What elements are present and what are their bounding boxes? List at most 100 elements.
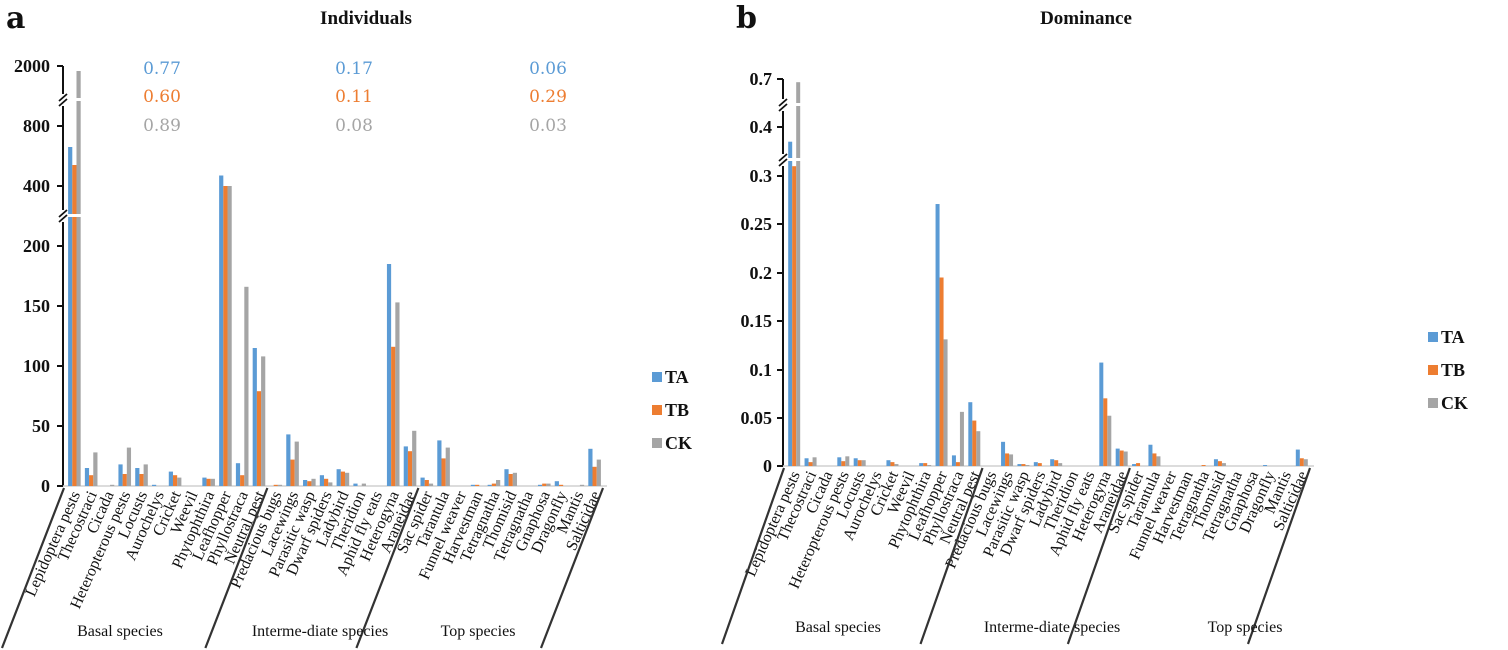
annotation-tb: 0.11 <box>335 87 373 107</box>
group-divider <box>1246 467 1312 645</box>
axis-break-mark <box>778 98 788 107</box>
bar-ck <box>1303 459 1308 466</box>
legend-swatch-ta <box>652 372 662 382</box>
bar-ck <box>445 447 450 486</box>
annotation-tb: 0.29 <box>529 87 567 107</box>
bar-ta <box>1115 448 1120 466</box>
bar-ck <box>76 71 81 486</box>
legend-swatch-tb <box>652 405 662 415</box>
bar-ck <box>927 465 932 466</box>
bar-ta <box>403 446 408 486</box>
axis-break-mark <box>778 158 788 167</box>
group-label: Basal species <box>795 619 881 636</box>
bar-ta <box>1033 462 1038 466</box>
bar-ck <box>177 477 182 486</box>
bar-ck <box>1009 454 1014 466</box>
axis-break-mask <box>60 210 66 222</box>
bar-tb <box>1299 458 1304 466</box>
bar-tb <box>1037 463 1042 466</box>
bar-ta <box>353 483 358 486</box>
bar-ck <box>796 82 801 466</box>
annotation-ck: 0.08 <box>335 116 373 136</box>
annotation-ck: 0.03 <box>529 116 567 136</box>
bar-ta <box>1263 465 1268 466</box>
bar-tb <box>808 462 813 466</box>
axis-break-mask <box>780 99 786 111</box>
bar-ta <box>554 481 559 486</box>
axis-break-gap <box>784 158 824 161</box>
bar-ta <box>319 475 325 486</box>
bar-tb <box>273 484 278 486</box>
bar-ta <box>1001 441 1006 466</box>
bar-ck <box>344 472 350 486</box>
y-tick-label: 100 <box>23 356 50 376</box>
legend-swatch-ta <box>1428 332 1438 342</box>
bar-tb <box>424 480 429 486</box>
bar-ta <box>853 458 858 466</box>
bar-tb <box>890 462 895 466</box>
y-tick-label: 0.15 <box>741 311 773 331</box>
bar-ck <box>261 356 266 486</box>
bar-ta <box>935 204 940 466</box>
bar-tb <box>223 186 228 486</box>
bar-ck <box>845 456 850 466</box>
axis-break-mark <box>58 209 68 218</box>
bar-tb <box>558 484 564 486</box>
bar-ta <box>804 458 809 466</box>
group-divider <box>1066 467 1131 645</box>
group-divider <box>204 487 269 649</box>
bar-tb <box>592 466 597 486</box>
bar-ck <box>546 483 551 486</box>
axis-break-gap <box>64 214 104 217</box>
annotation-ta: 0.06 <box>529 59 567 79</box>
annotation-ta: 0.77 <box>143 59 181 79</box>
group-divider <box>919 467 984 645</box>
axis-break-mask <box>780 154 786 166</box>
bar-tb <box>542 483 547 486</box>
bar-ta <box>118 464 123 486</box>
bar-ta <box>1050 459 1055 466</box>
bar-ck <box>894 464 899 466</box>
bar-tb <box>1054 460 1059 466</box>
bar-tb <box>122 474 127 486</box>
bar-ck <box>812 457 817 466</box>
bar-ta <box>1017 464 1022 466</box>
y-tick-label: 200 <box>23 236 50 256</box>
annotation-ta: 0.17 <box>335 59 373 79</box>
bar-ck <box>496 480 501 486</box>
bar-ck <box>110 484 115 486</box>
bar-ta <box>386 264 392 486</box>
legend-label-ck: CK <box>1441 393 1468 413</box>
legend-label-ta: TA <box>1441 327 1465 347</box>
bar-ck <box>579 484 585 486</box>
group-divider <box>0 487 66 649</box>
bar-ck <box>395 302 400 486</box>
bar-ck <box>277 484 283 486</box>
bar-tb <box>1005 453 1010 466</box>
group-divider <box>720 467 786 645</box>
bar-ck <box>1025 465 1030 466</box>
y-tick-label: 50 <box>32 416 50 436</box>
bar-ta <box>837 457 842 466</box>
bar-tb <box>89 475 94 486</box>
axis-break-mark <box>58 214 68 223</box>
chart-b: 00.050.10.150.20.250.30.40.7Lepidoptera … <box>720 69 1468 645</box>
bar-ta <box>303 480 308 486</box>
bar-ta <box>84 468 90 486</box>
y-tick-label: 0.7 <box>750 69 773 89</box>
legend-swatch-tb <box>1428 365 1438 375</box>
y-tick-label: 0.4 <box>750 117 773 137</box>
bar-ta <box>202 477 207 486</box>
legend-label-ck: CK <box>665 433 692 453</box>
axis-break-mask <box>60 94 66 106</box>
group-divider <box>355 487 420 649</box>
y-tick-label: 0.1 <box>750 360 773 380</box>
bar-tb <box>290 459 295 486</box>
y-tick-label: 2000 <box>14 56 50 76</box>
axis-break-mark <box>778 103 788 112</box>
bar-ta <box>537 484 543 486</box>
bar-tb <box>792 166 797 466</box>
axis-break-mark <box>58 93 68 102</box>
bar-ta <box>504 469 509 486</box>
